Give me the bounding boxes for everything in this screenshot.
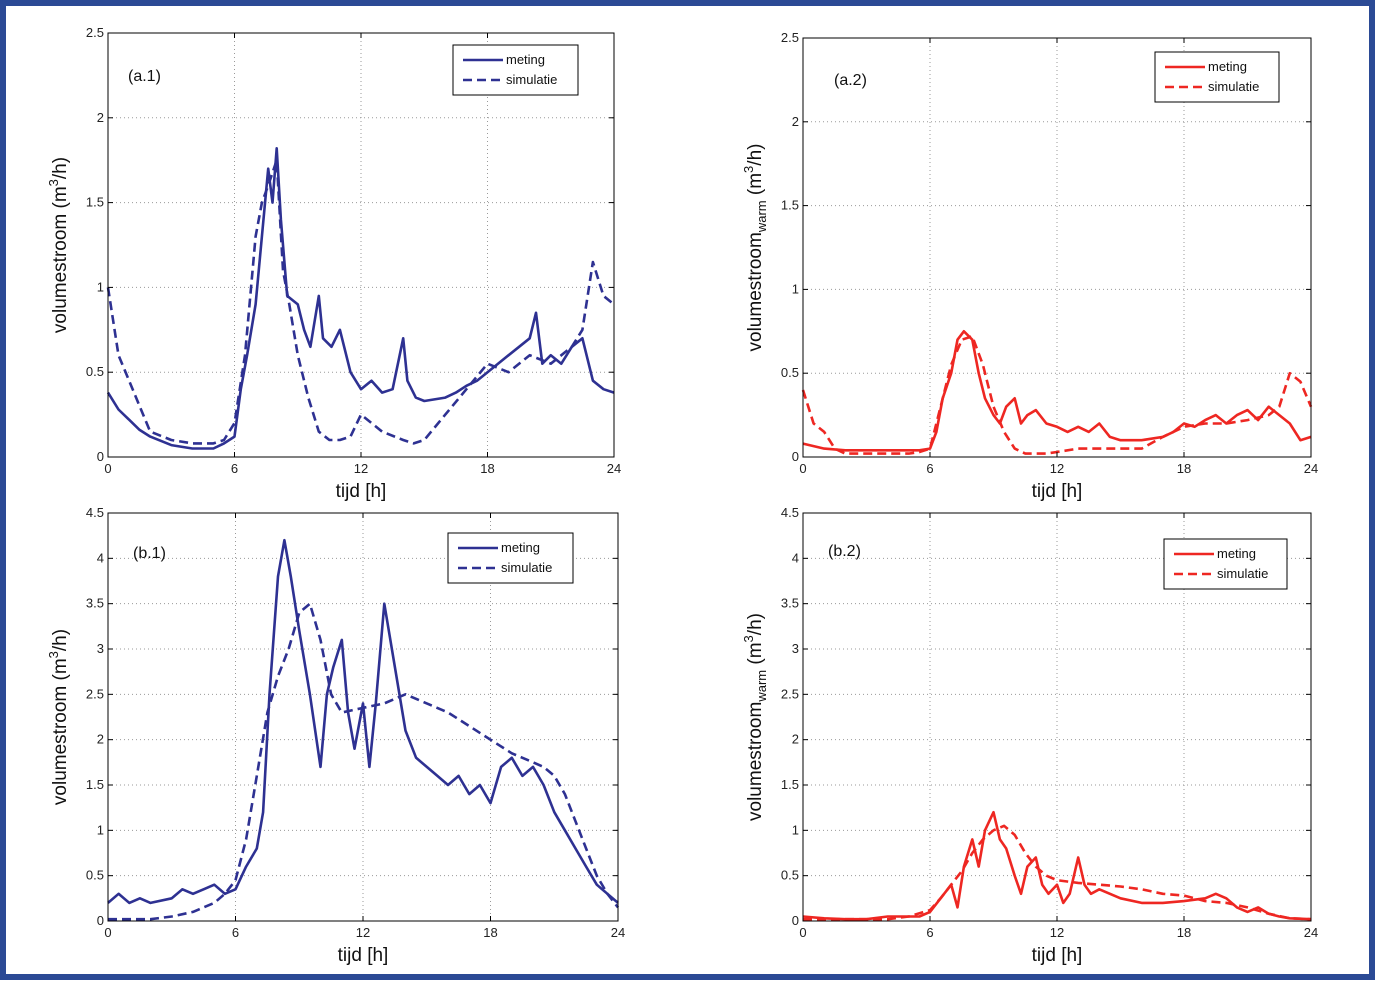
x-tick-label: 0: [799, 925, 806, 940]
x-tick-label: 24: [607, 461, 621, 476]
plot-area: [803, 38, 1311, 457]
series-line-simulatie: [801, 334, 1313, 455]
panel-1: 0 6 12 18 24 0 0.5 1 1.5 2 2.5 tijd [h] volumestroom…: [46, 25, 621, 502]
y-tick-label: 3.5: [86, 596, 104, 611]
y-tick-label: 3: [792, 641, 799, 656]
legend: meting simulatie: [1154, 51, 1280, 103]
legend-label-meting: meting: [506, 52, 545, 67]
x-tick-label: 18: [1177, 925, 1191, 940]
y-tick-label: 1.5: [86, 195, 104, 210]
series-line-simulatie: [106, 158, 615, 445]
series-line-meting: [107, 538, 619, 905]
x-axis-label: tijd [h]: [338, 945, 389, 966]
x-tick-label: 12: [1050, 461, 1064, 476]
y-tick-label: 4: [792, 550, 799, 565]
x-tick-label: 6: [926, 925, 933, 940]
y-tick-label: 2.5: [781, 686, 799, 701]
x-tick-label: 0: [104, 461, 111, 476]
legend-label-meting: meting: [1208, 59, 1247, 74]
y-tick-label: 4: [97, 550, 104, 565]
x-axis-label: tijd [h]: [1032, 945, 1083, 966]
series-line-meting: [802, 329, 1312, 452]
y-tick-label: 0: [97, 913, 104, 928]
y-axis-label: volumestroomwarm (m3/h): [741, 613, 769, 821]
y-tick-label: 4.5: [86, 505, 104, 520]
legend-box: [452, 44, 579, 96]
y-tick-label: 0: [97, 449, 104, 464]
legend: meting simulatie: [1163, 538, 1288, 590]
x-axis-label: tijd [h]: [1032, 481, 1083, 502]
y-tick-label: 1: [792, 281, 799, 296]
y-axis-label: volumestroom (m3/h): [46, 629, 71, 805]
series-line-meting: [106, 147, 615, 450]
x-tick-label: 18: [483, 925, 497, 940]
legend-label-simulatie: simulatie: [506, 72, 557, 87]
x-tick-label: 18: [480, 461, 494, 476]
y-tick-label: 0.5: [781, 365, 799, 380]
y-tick-label: 1.5: [86, 777, 104, 792]
y-tick-label: 1.5: [781, 777, 799, 792]
x-tick-label: 24: [1304, 925, 1318, 940]
panel-4: 0 6 12 18 24 0 0.5 1 1.5 2 2.5 3 3.5 4 4.5 tijd [h] volu…: [741, 505, 1318, 966]
series-line-simulatie: [803, 824, 1312, 921]
x-tick-label: 12: [354, 461, 368, 476]
y-tick-label: 2: [792, 732, 799, 747]
legend-label-meting: meting: [1217, 546, 1256, 561]
y-tick-label: 2.5: [86, 25, 104, 40]
legend-box: [447, 532, 574, 584]
series-line-simulatie: [108, 602, 620, 921]
legend: meting simulatie: [447, 532, 574, 584]
y-tick-label: 0: [792, 449, 799, 464]
y-tick-label: 0.5: [781, 868, 799, 883]
x-tick-label: 0: [104, 925, 111, 940]
legend: meting simulatie: [452, 44, 579, 96]
legend-label-meting: meting: [501, 540, 540, 555]
panel-3: 0 6 12 18 24 0 0.5 1 1.5 2 2.5 3 3.5 4 4.5 tijd [h] volu…: [46, 505, 625, 966]
x-tick-label: 12: [356, 925, 370, 940]
y-tick-label: 1: [792, 822, 799, 837]
legend-label-simulatie: simulatie: [1208, 79, 1259, 94]
y-axis-label: volumestroomwarm (m3/h): [741, 144, 769, 352]
panel-label: (b.2): [828, 543, 861, 560]
y-tick-label: 1: [97, 822, 104, 837]
y-tick-label: 0.5: [86, 868, 104, 883]
panel-2: 0 6 12 18 24 0 0.5 1 1.5 2 2.5 tijd [h] volumestroom…: [741, 30, 1318, 502]
y-axis-label: volumestroom (m3/h): [46, 157, 71, 333]
y-tick-label: 3: [97, 641, 104, 656]
y-tick-label: 1: [97, 279, 104, 294]
x-tick-label: 6: [926, 461, 933, 476]
y-tick-label: 1.5: [781, 198, 799, 213]
x-tick-label: 6: [231, 461, 238, 476]
legend-label-simulatie: simulatie: [501, 560, 552, 575]
y-tick-label: 4.5: [781, 505, 799, 520]
panel-label: (b.1): [133, 545, 166, 562]
x-tick-label: 18: [1177, 461, 1191, 476]
x-tick-label: 24: [611, 925, 625, 940]
x-tick-label: 12: [1050, 925, 1064, 940]
y-tick-label: 0.5: [86, 364, 104, 379]
panel-label: (a.1): [128, 68, 161, 85]
y-tick-label: 2: [792, 114, 799, 129]
legend-label-simulatie: simulatie: [1217, 566, 1268, 581]
x-tick-label: 24: [1304, 461, 1318, 476]
x-axis-label: tijd [h]: [336, 481, 387, 502]
y-tick-label: 2: [97, 732, 104, 747]
y-tick-label: 2: [97, 110, 104, 125]
legend-box: [1163, 538, 1288, 590]
y-tick-label: 2.5: [86, 686, 104, 701]
x-tick-label: 0: [799, 461, 806, 476]
y-tick-label: 2.5: [781, 30, 799, 45]
panel-label: (a.2): [834, 72, 867, 89]
legend-box: [1154, 51, 1280, 103]
y-tick-label: 3.5: [781, 596, 799, 611]
x-tick-label: 6: [232, 925, 239, 940]
y-tick-label: 0: [792, 913, 799, 928]
